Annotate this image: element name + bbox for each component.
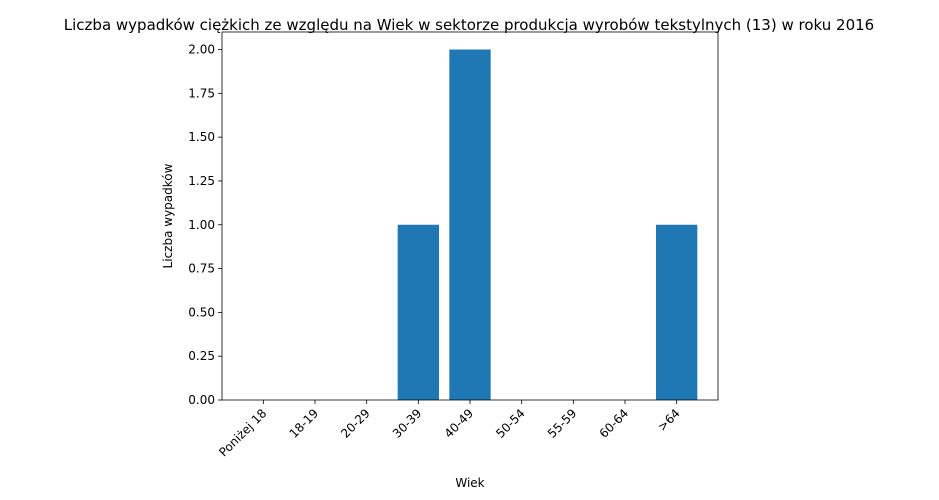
y-tick-label-2: 0.50 [188, 305, 215, 319]
x-tick-label-1: 18-19 [287, 406, 322, 441]
x-tick-label-8: >64 [655, 406, 683, 434]
y-tick-label-6: 1.50 [188, 130, 215, 144]
y-axis-label: Liczba wypadków [161, 163, 175, 268]
x-tick-label-2: 20-29 [338, 406, 373, 441]
x-tick-label-5: 50-54 [493, 406, 528, 441]
x-axis-label: Wiek [455, 476, 484, 490]
bar-8 [656, 224, 698, 400]
y-tick-label-1: 0.25 [188, 349, 215, 363]
chart-title: Liczba wypadków ciężkich ze względu na W… [64, 16, 874, 34]
x-tick-label-7: 60-64 [597, 406, 632, 441]
y-tick-label-7: 1.75 [188, 86, 215, 100]
y-tick-label-4: 1.00 [188, 218, 215, 232]
plot-area: 0.00 0.25 0.50 0.75 1.00 1.25 1.50 1.75 2.00 Poni… [188, 31, 719, 459]
x-tick-label-6: 55-59 [545, 406, 580, 441]
bar-3 [397, 224, 439, 400]
y-tick-label-0: 0.00 [188, 393, 215, 407]
bar-4 [449, 49, 491, 401]
x-tick-label-4: 40-49 [442, 406, 477, 441]
y-tick-label-3: 0.75 [188, 262, 215, 276]
x-tick-label-3: 30-39 [390, 406, 425, 441]
y-tick-label-8: 2.00 [188, 43, 215, 57]
y-tick-label-5: 1.25 [188, 174, 215, 188]
x-tick-label-0: Poniżej 18 [216, 406, 269, 459]
